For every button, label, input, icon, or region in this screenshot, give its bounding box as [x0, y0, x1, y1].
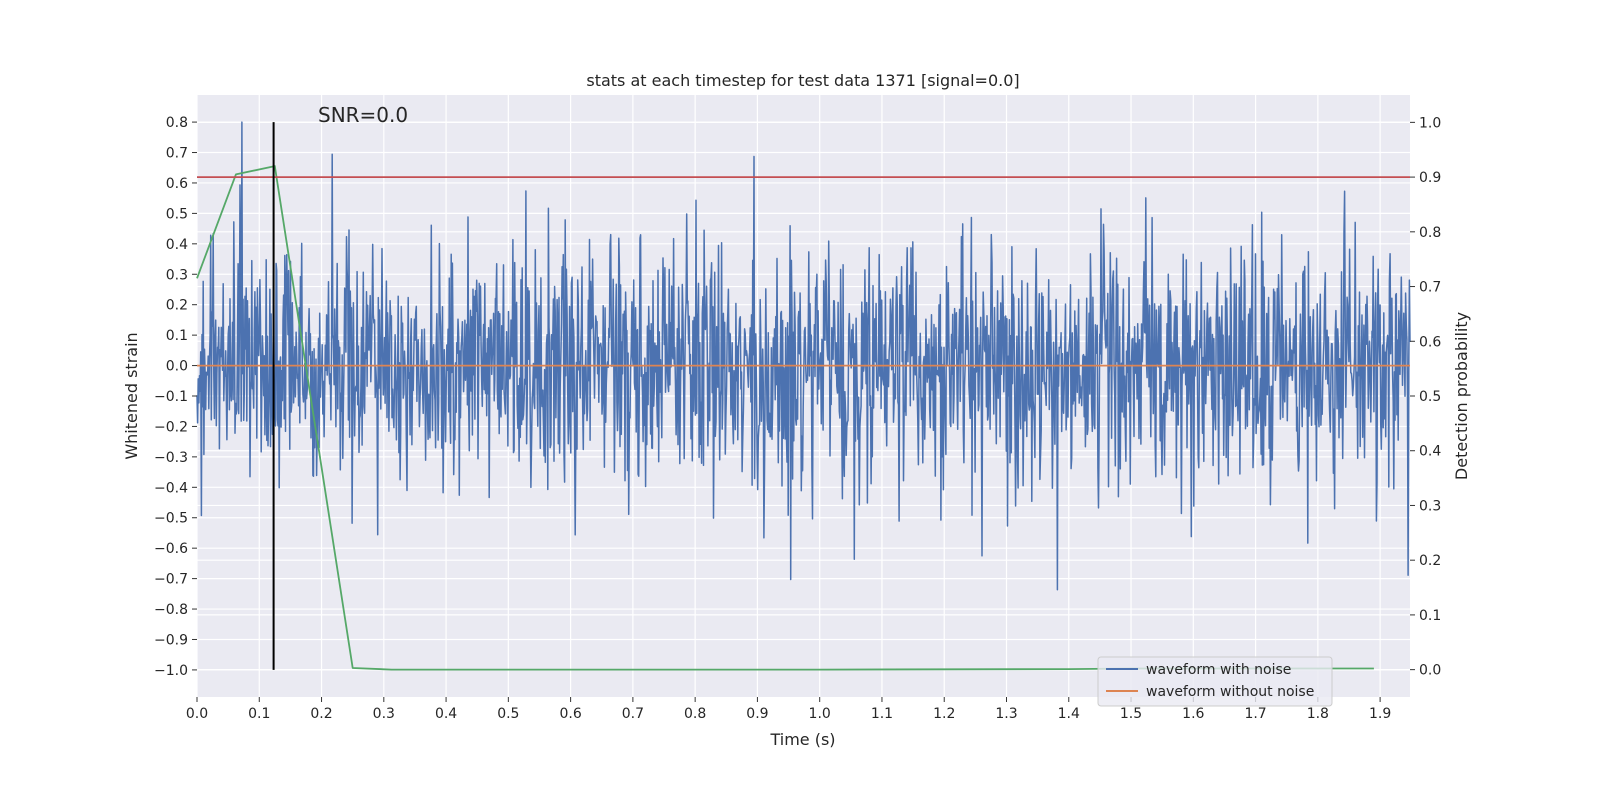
legend-label-noise: waveform with noise: [1146, 662, 1291, 678]
y2-tick-label: 0.3: [1419, 498, 1441, 514]
y2-axis-label: Detection probability: [1452, 312, 1471, 480]
legend: waveform with noise waveform without noi…: [1097, 656, 1333, 707]
snr-annotation: SNR=0.0: [318, 103, 408, 127]
y-tick-label: 0.5: [166, 206, 188, 222]
y2-tick-label: 0.0: [1419, 663, 1441, 679]
x-tick-label: 1.9: [1369, 706, 1391, 722]
y-tick-label: −0.2: [154, 419, 188, 435]
y2-tick-label: 0.2: [1419, 553, 1441, 569]
legend-label-clean: waveform without noise: [1146, 684, 1314, 700]
y-tick-label: −0.7: [154, 572, 188, 588]
axes: 0.0 0.1 0.2 0.3 0.4 0.5 0.6 0.7 0.8 0.9 1.0 1.1 1.2 1…: [154, 115, 1441, 722]
x-tick-label: 0.3: [373, 706, 395, 722]
series-waveform-with-noise: [196, 121, 1411, 591]
x-tick-label: 0.8: [684, 706, 706, 722]
x-tick-label: 1.0: [809, 706, 831, 722]
y-tick-label: 0.8: [166, 115, 188, 131]
y-tick-label: −0.4: [154, 480, 188, 496]
y-tick-label: 0.7: [166, 146, 188, 162]
x-tick-label: 0.2: [310, 706, 332, 722]
x-tick-label: 1.1: [871, 706, 893, 722]
x-tick-label: 0.6: [559, 706, 581, 722]
x-tick-label: 1.4: [1058, 706, 1080, 722]
x-tick-label: 1.6: [1182, 706, 1204, 722]
y-axis-label: Whitened strain: [122, 332, 141, 459]
y2-tick-label: 0.1: [1419, 608, 1441, 624]
y-tick-label: 0.2: [166, 298, 188, 314]
grid: [196, 95, 1410, 697]
series-layer: [196, 121, 1411, 671]
y-tick-label: −0.3: [154, 450, 188, 466]
y-tick-label: −0.5: [154, 511, 188, 527]
y-tick-label: 0.1: [166, 328, 188, 344]
y-tick-label: 0.6: [166, 176, 188, 192]
x-tick-label: 0.5: [497, 706, 519, 722]
y2-tick-label: 0.6: [1419, 334, 1441, 350]
y-tick-label: 0.3: [166, 267, 188, 283]
y2-tick-label: 0.4: [1419, 444, 1441, 460]
legend-box: [1097, 656, 1333, 707]
x-tick-label: 0.1: [248, 706, 270, 722]
x-tick-label: 1.3: [995, 706, 1017, 722]
y-tick-label: −0.6: [154, 541, 188, 557]
x-tick-label: 1.5: [1120, 706, 1142, 722]
y-tick-label: 0.0: [166, 359, 188, 375]
y-tick-label: −0.8: [154, 602, 188, 618]
y-tick-label: −1.0: [154, 663, 188, 679]
x-axis-label: Time (s): [769, 730, 835, 749]
y2-tick-label: 0.7: [1419, 280, 1441, 296]
x-tick-label: 0.0: [186, 706, 208, 722]
y-tick-label: 0.4: [166, 237, 188, 253]
y-tick-label: −0.1: [154, 389, 188, 405]
y2-tick-label: 0.8: [1419, 225, 1441, 241]
x-tick-label: 1.8: [1307, 706, 1329, 722]
x-tick-label: 0.9: [746, 706, 768, 722]
y2-tick-label: 0.9: [1419, 170, 1441, 186]
chart-title: stats at each timestep for test data 137…: [586, 71, 1019, 90]
x-tick-label: 1.2: [933, 706, 955, 722]
y2-tick-label: 0.5: [1419, 389, 1441, 405]
x-tick-label: 0.4: [435, 706, 457, 722]
y-tick-label: −0.9: [154, 632, 188, 648]
y2-tick-label: 1.0: [1419, 115, 1441, 131]
x-tick-label: 0.7: [622, 706, 644, 722]
x-tick-label: 1.7: [1244, 706, 1266, 722]
